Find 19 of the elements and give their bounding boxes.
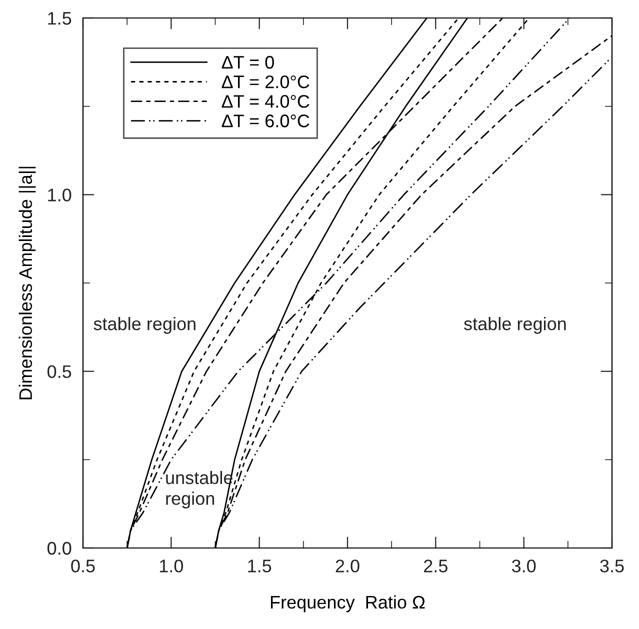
legend-label: ΔT = 0 xyxy=(222,56,274,69)
x-axis-title: Frequency Ratio Ω xyxy=(270,595,425,612)
x-tick-label: 2.0 xyxy=(336,560,360,572)
y-tick-label: 0.5 xyxy=(47,365,72,378)
legend-label: ΔT = 4.0°C xyxy=(222,95,310,108)
legend-label: ΔT = 6.0°C xyxy=(222,114,310,128)
x-tick-label: 0.5 xyxy=(71,560,95,572)
annotation: stable region xyxy=(94,316,196,334)
legend-label: ΔT = 2.0°C xyxy=(222,75,310,88)
x-tick-label: 3.0 xyxy=(512,560,536,572)
x-tick-label: 3.5 xyxy=(600,560,624,572)
x-tick-label: 2.5 xyxy=(424,560,448,572)
y-axis-title: Dimensionless Amplitude ||a|| xyxy=(18,166,36,400)
y-tick-label: 0.0 xyxy=(47,542,72,555)
y-tick-label: 1.0 xyxy=(48,188,72,202)
x-tick-label: 1.5 xyxy=(248,560,272,572)
annotation: stable region xyxy=(464,316,566,334)
x-tick-label: 1.0 xyxy=(160,560,184,572)
y-tick-label: 1.5 xyxy=(48,12,72,25)
